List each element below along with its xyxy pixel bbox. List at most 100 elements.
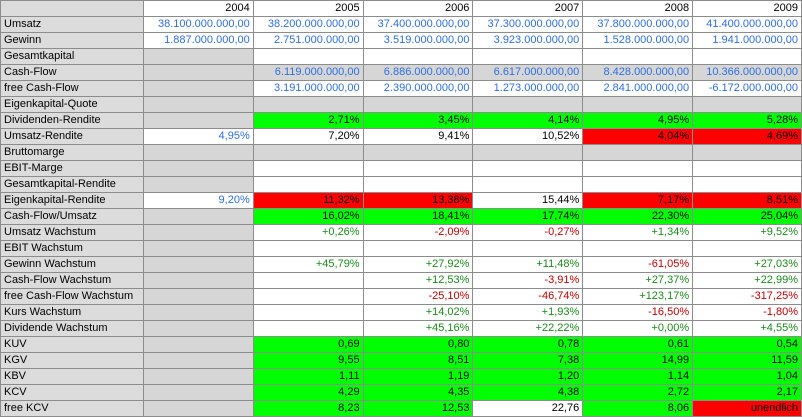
value-cell[interactable] [142, 176, 254, 193]
value-cell[interactable]: 2,71% [252, 112, 364, 129]
value-cell[interactable]: 2,17 [692, 384, 802, 401]
row-label[interactable]: KCV [0, 384, 144, 401]
value-cell[interactable] [692, 160, 802, 177]
row-label[interactable]: Gewinn Wachstum [0, 256, 144, 273]
value-cell[interactable]: 17,74% [472, 208, 584, 225]
value-cell[interactable]: +4,55% [692, 320, 802, 337]
year-header-2004[interactable]: 2004 [142, 0, 254, 17]
value-cell[interactable] [142, 352, 254, 369]
row-label[interactable]: Cash-Flow/Umsatz [0, 208, 144, 225]
value-cell[interactable]: 14,99 [582, 352, 694, 369]
value-cell[interactable] [582, 144, 694, 161]
value-cell[interactable]: 1.528.000.000,00 [582, 32, 694, 49]
value-cell[interactable]: 1,11 [252, 368, 364, 385]
value-cell[interactable]: 6.886.000.000,00 [362, 64, 474, 81]
value-cell[interactable]: 18,41% [362, 208, 474, 225]
row-label[interactable]: Cash-Flow Wachstum [0, 272, 144, 289]
row-label[interactable]: Eigenkapital-Rendite [0, 192, 144, 209]
value-cell[interactable]: 8,51 [362, 352, 474, 369]
value-cell[interactable]: 22,76 [472, 400, 584, 417]
value-cell[interactable] [582, 160, 694, 177]
value-cell[interactable] [142, 400, 254, 417]
row-label[interactable]: Bruttomarge [0, 144, 144, 161]
value-cell[interactable] [252, 176, 364, 193]
value-cell[interactable]: 8,06 [582, 400, 694, 417]
value-cell[interactable] [252, 96, 364, 113]
row-label[interactable]: KGV [0, 352, 144, 369]
value-cell[interactable]: 1,04 [692, 368, 802, 385]
value-cell[interactable]: 3,45% [362, 112, 474, 129]
value-cell[interactable] [362, 176, 474, 193]
value-cell[interactable]: 7,38 [472, 352, 584, 369]
row-label[interactable]: free Cash-Flow Wachstum [0, 288, 144, 305]
value-cell[interactable]: 5,28% [692, 112, 802, 129]
value-cell[interactable]: 8.428.000.000,00 [582, 64, 694, 81]
year-header-2005[interactable]: 2005 [252, 0, 364, 17]
row-label[interactable]: Kurs Wachstum [0, 304, 144, 321]
value-cell[interactable] [252, 288, 364, 305]
value-cell[interactable]: 3.923.000.000,00 [472, 32, 584, 49]
value-cell[interactable]: 0,80 [362, 336, 474, 353]
value-cell[interactable]: 38.100.000.000,00 [142, 16, 254, 33]
value-cell[interactable] [692, 240, 802, 257]
value-cell[interactable]: 7,20% [252, 128, 364, 145]
value-cell[interactable]: 6.119.000.000,00 [252, 64, 364, 81]
value-cell[interactable]: 16,02% [252, 208, 364, 225]
value-cell[interactable]: 1,14 [582, 368, 694, 385]
value-cell[interactable]: +0,00% [582, 320, 694, 337]
value-cell[interactable] [472, 96, 584, 113]
value-cell[interactable]: 13,38% [362, 192, 474, 209]
value-cell[interactable] [692, 96, 802, 113]
value-cell[interactable]: 0,78 [472, 336, 584, 353]
row-label[interactable]: Gewinn [0, 32, 144, 49]
value-cell[interactable]: +14,02% [362, 304, 474, 321]
value-cell[interactable] [362, 160, 474, 177]
value-cell[interactable]: 12,53 [362, 400, 474, 417]
value-cell[interactable] [142, 112, 254, 129]
value-cell[interactable]: 1.273.000.000,00 [472, 80, 584, 97]
value-cell[interactable]: +1,34% [582, 224, 694, 241]
value-cell[interactable]: 9,55 [252, 352, 364, 369]
value-cell[interactable] [362, 144, 474, 161]
value-cell[interactable]: 1,20 [472, 368, 584, 385]
row-label[interactable]: free Cash-Flow [0, 80, 144, 97]
value-cell[interactable]: 25,04% [692, 208, 802, 225]
value-cell[interactable]: 3.519.000.000,00 [362, 32, 474, 49]
value-cell[interactable]: +22,99% [692, 272, 802, 289]
value-cell[interactable] [582, 96, 694, 113]
value-cell[interactable] [142, 96, 254, 113]
value-cell[interactable] [142, 208, 254, 225]
value-cell[interactable] [472, 176, 584, 193]
value-cell[interactable] [142, 384, 254, 401]
row-label[interactable]: EBIT-Marge [0, 160, 144, 177]
value-cell[interactable]: +11,48% [472, 256, 584, 273]
value-cell[interactable] [252, 304, 364, 321]
value-cell[interactable]: +123,17% [582, 288, 694, 305]
value-cell[interactable] [252, 160, 364, 177]
value-cell[interactable]: 2.390.000.000,00 [362, 80, 474, 97]
value-cell[interactable] [582, 240, 694, 257]
value-cell[interactable]: 4,04% [582, 128, 694, 145]
value-cell[interactable] [252, 48, 364, 65]
row-label[interactable]: Umsatz-Rendite [0, 128, 144, 145]
value-cell[interactable]: -317,25% [692, 288, 802, 305]
value-cell[interactable]: 37.300.000.000,00 [472, 16, 584, 33]
value-cell[interactable]: 11,59 [692, 352, 802, 369]
value-cell[interactable]: 8,23 [252, 400, 364, 417]
row-label[interactable]: Gesamtkapital-Rendite [0, 176, 144, 193]
value-cell[interactable]: 4,38 [472, 384, 584, 401]
value-cell[interactable]: 10.366.000.000,00 [692, 64, 802, 81]
row-label[interactable]: Eigenkapital-Quote [0, 96, 144, 113]
row-label[interactable]: Gesamtkapital [0, 48, 144, 65]
row-label[interactable]: EBIT Wachstum [0, 240, 144, 257]
value-cell[interactable]: -61,05% [582, 256, 694, 273]
value-cell[interactable] [142, 64, 254, 81]
year-header-2006[interactable]: 2006 [362, 0, 474, 17]
value-cell[interactable] [362, 96, 474, 113]
value-cell[interactable]: 1.887.000.000,00 [142, 32, 254, 49]
value-cell[interactable]: 2.751.000.000,00 [252, 32, 364, 49]
value-cell[interactable]: +12,53% [362, 272, 474, 289]
value-cell[interactable] [252, 240, 364, 257]
value-cell[interactable]: 37.800.000.000,00 [582, 16, 694, 33]
value-cell[interactable]: +0,26% [252, 224, 364, 241]
